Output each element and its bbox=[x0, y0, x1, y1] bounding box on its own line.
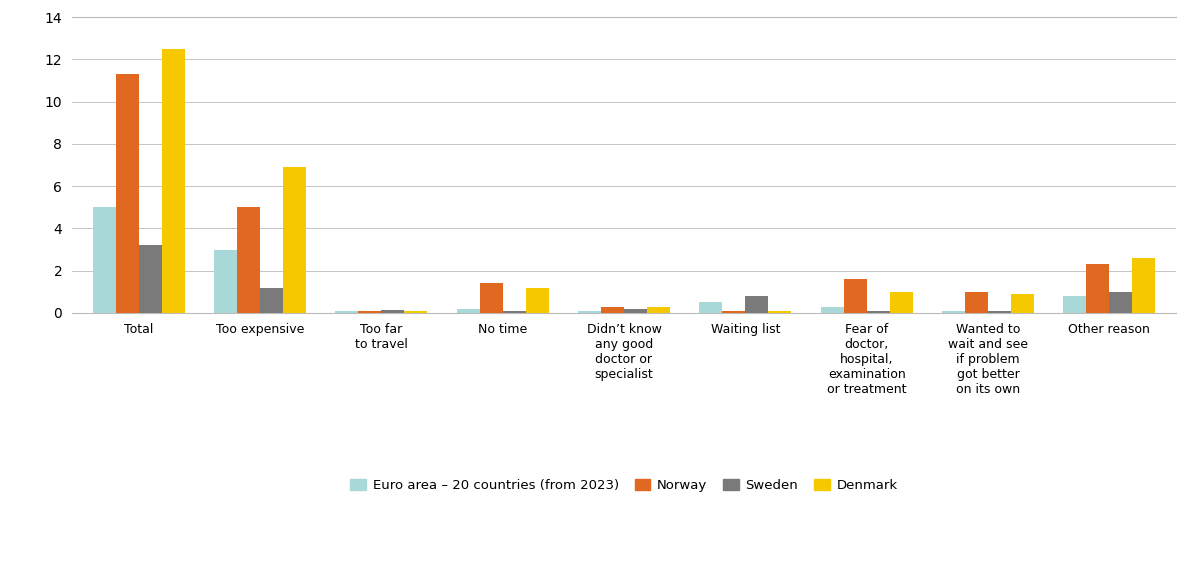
Bar bbox=[236, 207, 260, 313]
Bar bbox=[700, 302, 722, 313]
Bar bbox=[601, 307, 624, 313]
Bar bbox=[92, 207, 115, 313]
Bar bbox=[480, 283, 503, 313]
Bar bbox=[745, 296, 768, 313]
Bar bbox=[866, 311, 889, 313]
Bar bbox=[942, 311, 965, 313]
Bar bbox=[283, 167, 306, 313]
Bar bbox=[456, 309, 480, 313]
Bar bbox=[382, 310, 404, 313]
Bar bbox=[844, 279, 866, 313]
Bar bbox=[526, 287, 548, 313]
Bar bbox=[359, 311, 382, 313]
Bar bbox=[768, 311, 792, 313]
Bar bbox=[503, 311, 526, 313]
Bar bbox=[1012, 294, 1034, 313]
Bar bbox=[965, 292, 988, 313]
Bar bbox=[1086, 265, 1109, 313]
Bar bbox=[988, 311, 1012, 313]
Bar bbox=[162, 49, 185, 313]
Bar bbox=[889, 292, 913, 313]
Bar bbox=[624, 309, 647, 313]
Bar bbox=[1063, 296, 1086, 313]
Bar bbox=[260, 287, 283, 313]
Legend: Euro area – 20 countries (from 2023), Norway, Sweden, Denmark: Euro area – 20 countries (from 2023), No… bbox=[344, 473, 904, 497]
Bar bbox=[335, 311, 359, 313]
Bar bbox=[214, 250, 236, 313]
Bar bbox=[115, 74, 139, 313]
Bar bbox=[647, 307, 670, 313]
Bar bbox=[139, 245, 162, 313]
Bar bbox=[578, 311, 601, 313]
Bar bbox=[1133, 258, 1156, 313]
Bar bbox=[1109, 292, 1133, 313]
Bar bbox=[821, 307, 844, 313]
Bar bbox=[722, 311, 745, 313]
Bar bbox=[404, 311, 427, 313]
